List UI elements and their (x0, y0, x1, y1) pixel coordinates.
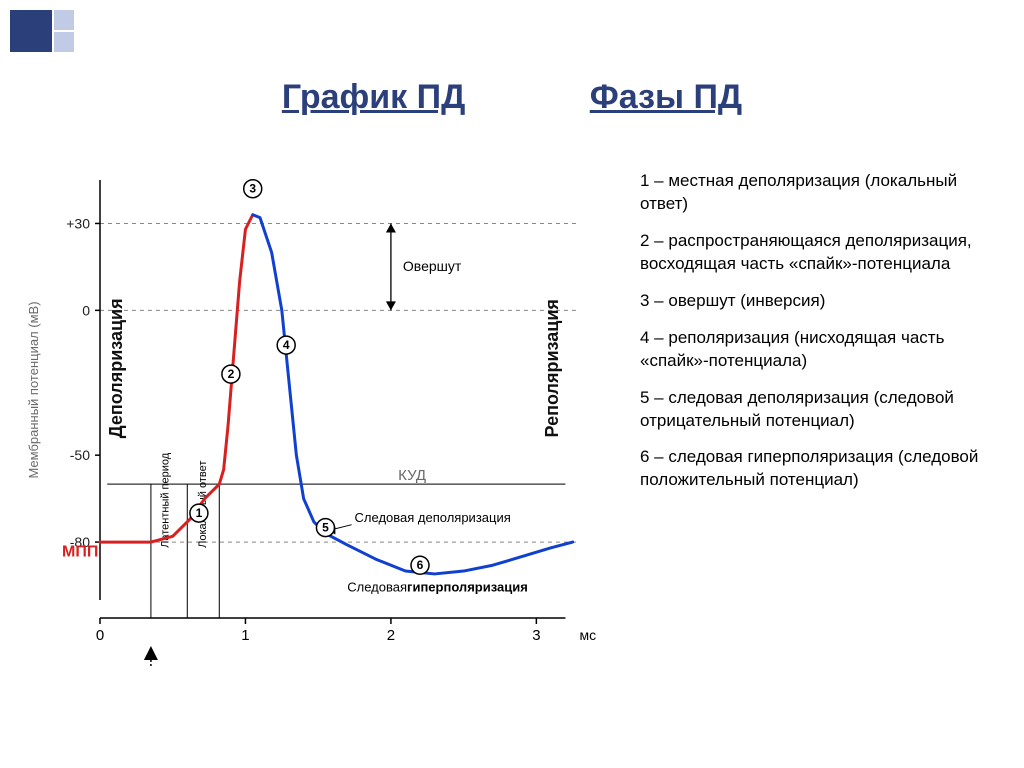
svg-text:Овершут: Овершут (403, 258, 462, 274)
svg-text:1: 1 (196, 506, 203, 520)
titles-row: График ПД Фазы ПД (0, 78, 1024, 117)
svg-text:2: 2 (387, 627, 395, 644)
svg-text:-50: -50 (70, 447, 90, 463)
svg-text:Латентный период: Латентный период (159, 452, 171, 548)
legend-item: 6 – следовая гиперполяризация (следовой … (640, 446, 1000, 492)
legend-item: 4 – реполяризация (нисходящая часть «спа… (640, 327, 1000, 373)
title-right: Фазы ПД (590, 78, 742, 117)
svg-text:1: 1 (241, 627, 249, 644)
svg-text:Реполяризация: Реполяризация (542, 299, 562, 437)
svg-text:КУД: КУД (398, 467, 426, 484)
svg-text:мс: мс (579, 627, 596, 643)
svg-text:гиперполяризация: гиперполяризация (407, 579, 528, 594)
svg-text:Деполяризация: Деполяризация (106, 298, 126, 438)
svg-text:3: 3 (249, 182, 256, 196)
svg-text:2: 2 (228, 367, 235, 381)
svg-text:0: 0 (82, 302, 90, 318)
svg-text:Следовая: Следовая (347, 579, 407, 594)
legend-item: 1 – местная деполяризация (локальный отв… (640, 170, 1000, 216)
legend-item: 2 – распространяющаяся деполяризация, во… (640, 230, 1000, 276)
svg-text:МПП: МПП (62, 544, 98, 561)
title-left: График ПД (282, 78, 465, 117)
legend-item: 5 – следовая деполяризация (следовой отр… (640, 387, 1000, 433)
svg-text:0: 0 (96, 627, 104, 644)
svg-text:5: 5 (322, 521, 329, 535)
svg-text:Следовая деполяризация: Следовая деполяризация (355, 510, 511, 525)
svg-text:3: 3 (532, 627, 540, 644)
legend-item: 3 – овершут (инверсия) (640, 290, 1000, 313)
svg-text:6: 6 (417, 558, 424, 572)
svg-text:+30: +30 (66, 215, 90, 231)
svg-text:Мембранный потенциал (мВ): Мембранный потенциал (мВ) (26, 301, 41, 478)
ap-chart: КУД-80-500+30Мембранный потенциал (мВ)01… (20, 150, 620, 670)
phase-legend: 1 – местная деполяризация (локальный отв… (640, 170, 1000, 506)
svg-text:4: 4 (283, 338, 290, 352)
